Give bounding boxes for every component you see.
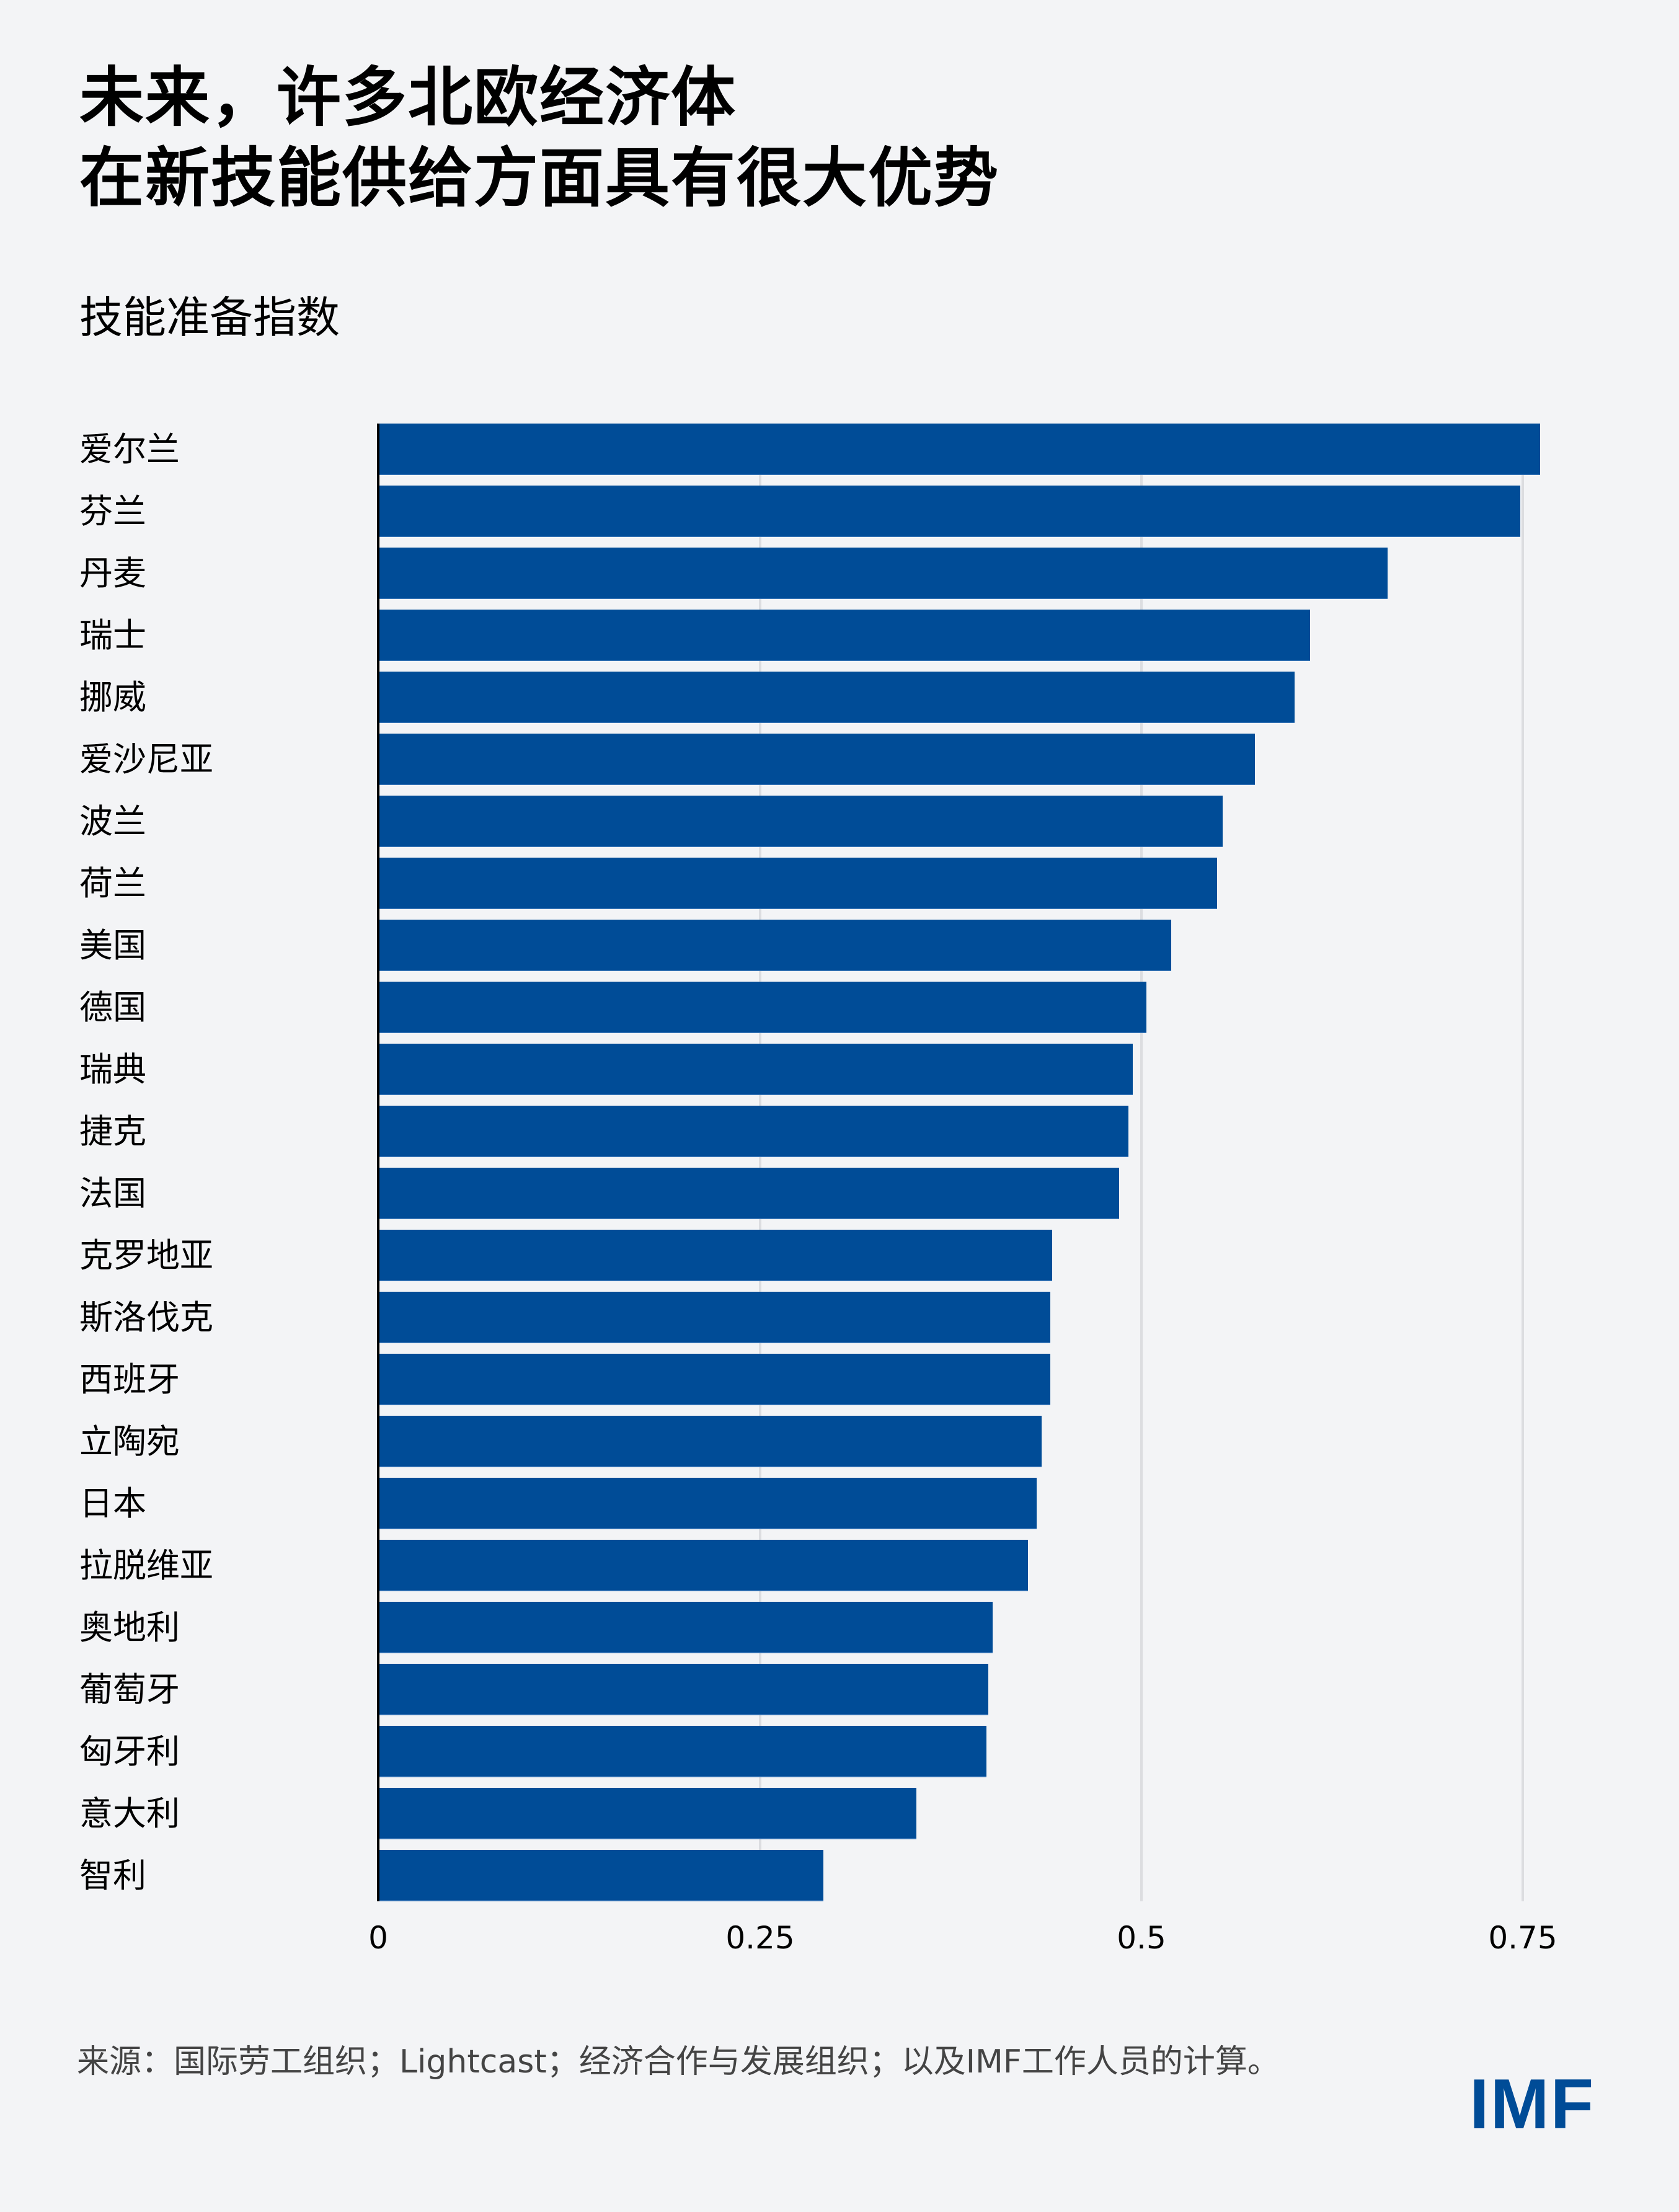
category-label: 智利 [79,1856,146,1895]
bar [379,1230,1052,1281]
bar [379,610,1310,661]
chart-title-line-1: 未来，许多北欧经济体 [79,60,737,135]
category-label: 爱沙尼亚 [79,740,213,779]
bar [379,672,1295,723]
bar-row: 芬兰 [0,486,1679,537]
bar [379,1416,1042,1467]
category-label: 匈牙利 [79,1732,180,1771]
category-label: 荷兰 [79,864,146,903]
bar [379,1292,1050,1343]
bar [379,1788,916,1839]
bar [379,548,1388,599]
bar-row: 匈牙利 [0,1726,1679,1777]
bar-row: 丹麦 [0,548,1679,599]
bar-row: 荷兰 [0,858,1679,909]
bar [379,1850,823,1901]
y-axis-line [377,424,379,1901]
category-label: 捷克 [79,1112,146,1151]
category-label: 德国 [79,988,146,1027]
bar-row: 德国 [0,982,1679,1033]
x-tick-label: 0.75 [1488,1920,1557,1956]
category-label: 瑞士 [79,616,146,655]
category-label: 丹麦 [79,554,146,593]
bar [379,982,1146,1033]
imf-logo: IMF [1469,2065,1595,2144]
category-label: 葡萄牙 [79,1670,180,1709]
bar-chart: 爱尔兰芬兰丹麦瑞士挪威爱沙尼亚波兰荷兰美国德国瑞典捷克法国克罗地亚斯洛伐克西班牙… [0,424,1679,1956]
bar [379,1540,1028,1591]
bar-row: 捷克 [0,1106,1679,1157]
category-label: 立陶宛 [79,1422,180,1461]
category-label: 美国 [79,926,146,965]
bar [379,1044,1133,1095]
category-label: 日本 [79,1484,146,1523]
bar-row: 拉脱维亚 [0,1540,1679,1591]
bar [379,1664,988,1715]
bar-row: 瑞士 [0,610,1679,661]
bar [379,1106,1128,1157]
bar [379,858,1217,909]
bar-row: 西班牙 [0,1354,1679,1405]
x-tick-label: 0.5 [1117,1920,1166,1956]
category-label: 波兰 [79,802,146,841]
bar [379,486,1520,537]
bar [379,1478,1037,1529]
bar [379,1726,986,1777]
category-label: 西班牙 [79,1360,180,1399]
bar [379,920,1171,971]
bar-row: 爱尔兰 [0,424,1679,475]
bar-row: 智利 [0,1850,1679,1901]
x-tick-label: 0 [368,1920,388,1956]
bar-row: 葡萄牙 [0,1664,1679,1715]
category-label: 法国 [79,1174,146,1213]
category-label: 挪威 [79,678,146,717]
bar-row: 波兰 [0,796,1679,847]
bar-row: 瑞典 [0,1044,1679,1095]
gridline-0.75 [1522,424,1524,1901]
category-label: 拉脱维亚 [79,1546,213,1585]
bar-row: 斯洛伐克 [0,1292,1679,1343]
bar [379,1168,1119,1219]
category-label: 克罗地亚 [79,1236,213,1275]
category-label: 芬兰 [79,492,146,531]
chart-subtitle: 技能准备指数 [79,292,340,343]
bar-row: 克罗地亚 [0,1230,1679,1281]
category-label: 爱尔兰 [79,430,180,469]
bar [379,1354,1050,1405]
bar [379,796,1223,847]
bar-row: 爱沙尼亚 [0,734,1679,785]
category-label: 意大利 [79,1794,180,1833]
category-label: 斯洛伐克 [79,1298,213,1337]
category-label: 瑞典 [79,1050,146,1089]
bar-row: 奥地利 [0,1602,1679,1653]
chart-title: 未来，许多北欧经济体 在新技能供给方面具有很大优势 [79,57,999,218]
bar [379,734,1255,785]
bar-row: 日本 [0,1478,1679,1529]
source-note: 来源：国际劳工组织；Lightcast；经济合作与发展组织；以及IMF工作人员的… [77,2043,1280,2081]
bar [379,424,1540,475]
category-label: 奥地利 [79,1608,180,1647]
bar [379,1602,993,1653]
x-tick-label: 0.25 [725,1920,795,1956]
gridline-0.5 [1140,424,1143,1901]
bar-row: 美国 [0,920,1679,971]
bar-row: 法国 [0,1168,1679,1219]
gridline-0.25 [759,424,761,1901]
bar-row: 立陶宛 [0,1416,1679,1467]
bar-row: 意大利 [0,1788,1679,1839]
chart-title-line-2: 在新技能供给方面具有很大优势 [79,140,1000,216]
bar-row: 挪威 [0,672,1679,723]
